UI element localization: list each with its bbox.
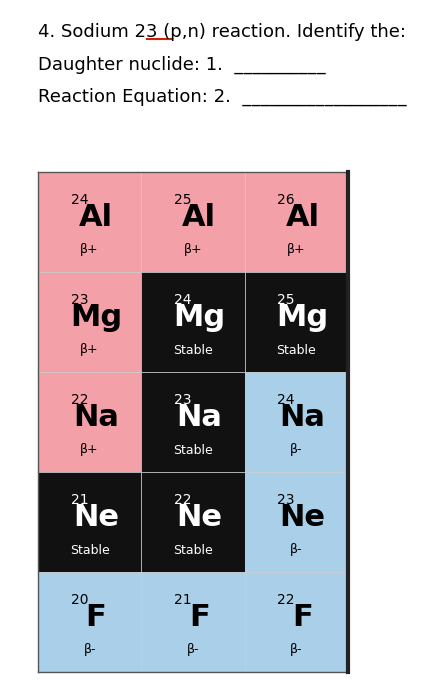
Text: β+: β+ bbox=[184, 244, 202, 256]
Text: 23: 23 bbox=[277, 493, 295, 507]
Bar bbox=[245, 272, 348, 372]
Text: Reaction Equation: 2.  __________________: Reaction Equation: 2. __________________ bbox=[38, 88, 407, 106]
Text: 25: 25 bbox=[174, 193, 191, 207]
Text: 26: 26 bbox=[277, 193, 295, 207]
Text: Stable: Stable bbox=[173, 443, 213, 456]
Bar bbox=[245, 172, 348, 272]
Bar bbox=[245, 372, 348, 472]
Text: 21: 21 bbox=[174, 593, 191, 607]
Text: Al: Al bbox=[285, 204, 320, 232]
Text: 22: 22 bbox=[174, 493, 191, 507]
Bar bbox=[38, 272, 141, 372]
Text: β-: β- bbox=[290, 544, 302, 556]
Bar bbox=[38, 172, 141, 272]
Text: Stable: Stable bbox=[70, 544, 109, 556]
Text: β+: β+ bbox=[81, 343, 99, 357]
Bar bbox=[245, 472, 348, 572]
Text: 25: 25 bbox=[277, 293, 295, 307]
Text: F: F bbox=[86, 604, 106, 632]
Bar bbox=[38, 472, 141, 572]
Text: β+: β+ bbox=[81, 244, 99, 256]
Text: Al: Al bbox=[182, 204, 216, 232]
Text: Na: Na bbox=[176, 403, 222, 433]
Text: Mg: Mg bbox=[173, 304, 225, 332]
Text: Stable: Stable bbox=[173, 343, 213, 357]
Text: β-: β- bbox=[290, 443, 302, 456]
Text: Stable: Stable bbox=[276, 343, 316, 357]
Text: Mg: Mg bbox=[276, 304, 328, 332]
Bar bbox=[38, 572, 141, 672]
Text: Ne: Ne bbox=[73, 503, 119, 533]
Text: 22: 22 bbox=[277, 593, 295, 607]
Bar bbox=[141, 372, 245, 472]
Text: Stable: Stable bbox=[173, 544, 213, 556]
Text: 24: 24 bbox=[174, 293, 191, 307]
Text: Na: Na bbox=[73, 403, 119, 433]
Text: 24: 24 bbox=[277, 393, 295, 407]
Text: F: F bbox=[189, 604, 210, 632]
Text: 4. Sodium 23 (p,n) reaction. Identify the:: 4. Sodium 23 (p,n) reaction. Identify th… bbox=[38, 23, 406, 41]
Text: 23: 23 bbox=[174, 393, 191, 407]
Bar bbox=[245, 572, 348, 672]
Text: β+: β+ bbox=[287, 244, 305, 256]
Bar bbox=[141, 272, 245, 372]
Bar bbox=[38, 372, 141, 472]
Text: 22: 22 bbox=[71, 393, 88, 407]
Text: 23: 23 bbox=[71, 293, 88, 307]
Text: Mg: Mg bbox=[70, 304, 122, 332]
Bar bbox=[141, 172, 245, 272]
Text: Daughter nuclide: 1.  __________: Daughter nuclide: 1. __________ bbox=[38, 56, 325, 74]
Text: 20: 20 bbox=[71, 593, 88, 607]
Text: 21: 21 bbox=[71, 493, 88, 507]
Text: β-: β- bbox=[187, 644, 199, 657]
Text: Al: Al bbox=[79, 204, 113, 232]
Text: Ne: Ne bbox=[176, 503, 222, 533]
Text: β+: β+ bbox=[81, 443, 99, 456]
Text: β-: β- bbox=[83, 644, 96, 657]
Bar bbox=[141, 472, 245, 572]
Text: Na: Na bbox=[279, 403, 325, 433]
Text: β-: β- bbox=[290, 644, 302, 657]
Bar bbox=[141, 572, 245, 672]
Text: Ne: Ne bbox=[279, 503, 325, 533]
Text: 24: 24 bbox=[71, 193, 88, 207]
Text: F: F bbox=[292, 604, 313, 632]
